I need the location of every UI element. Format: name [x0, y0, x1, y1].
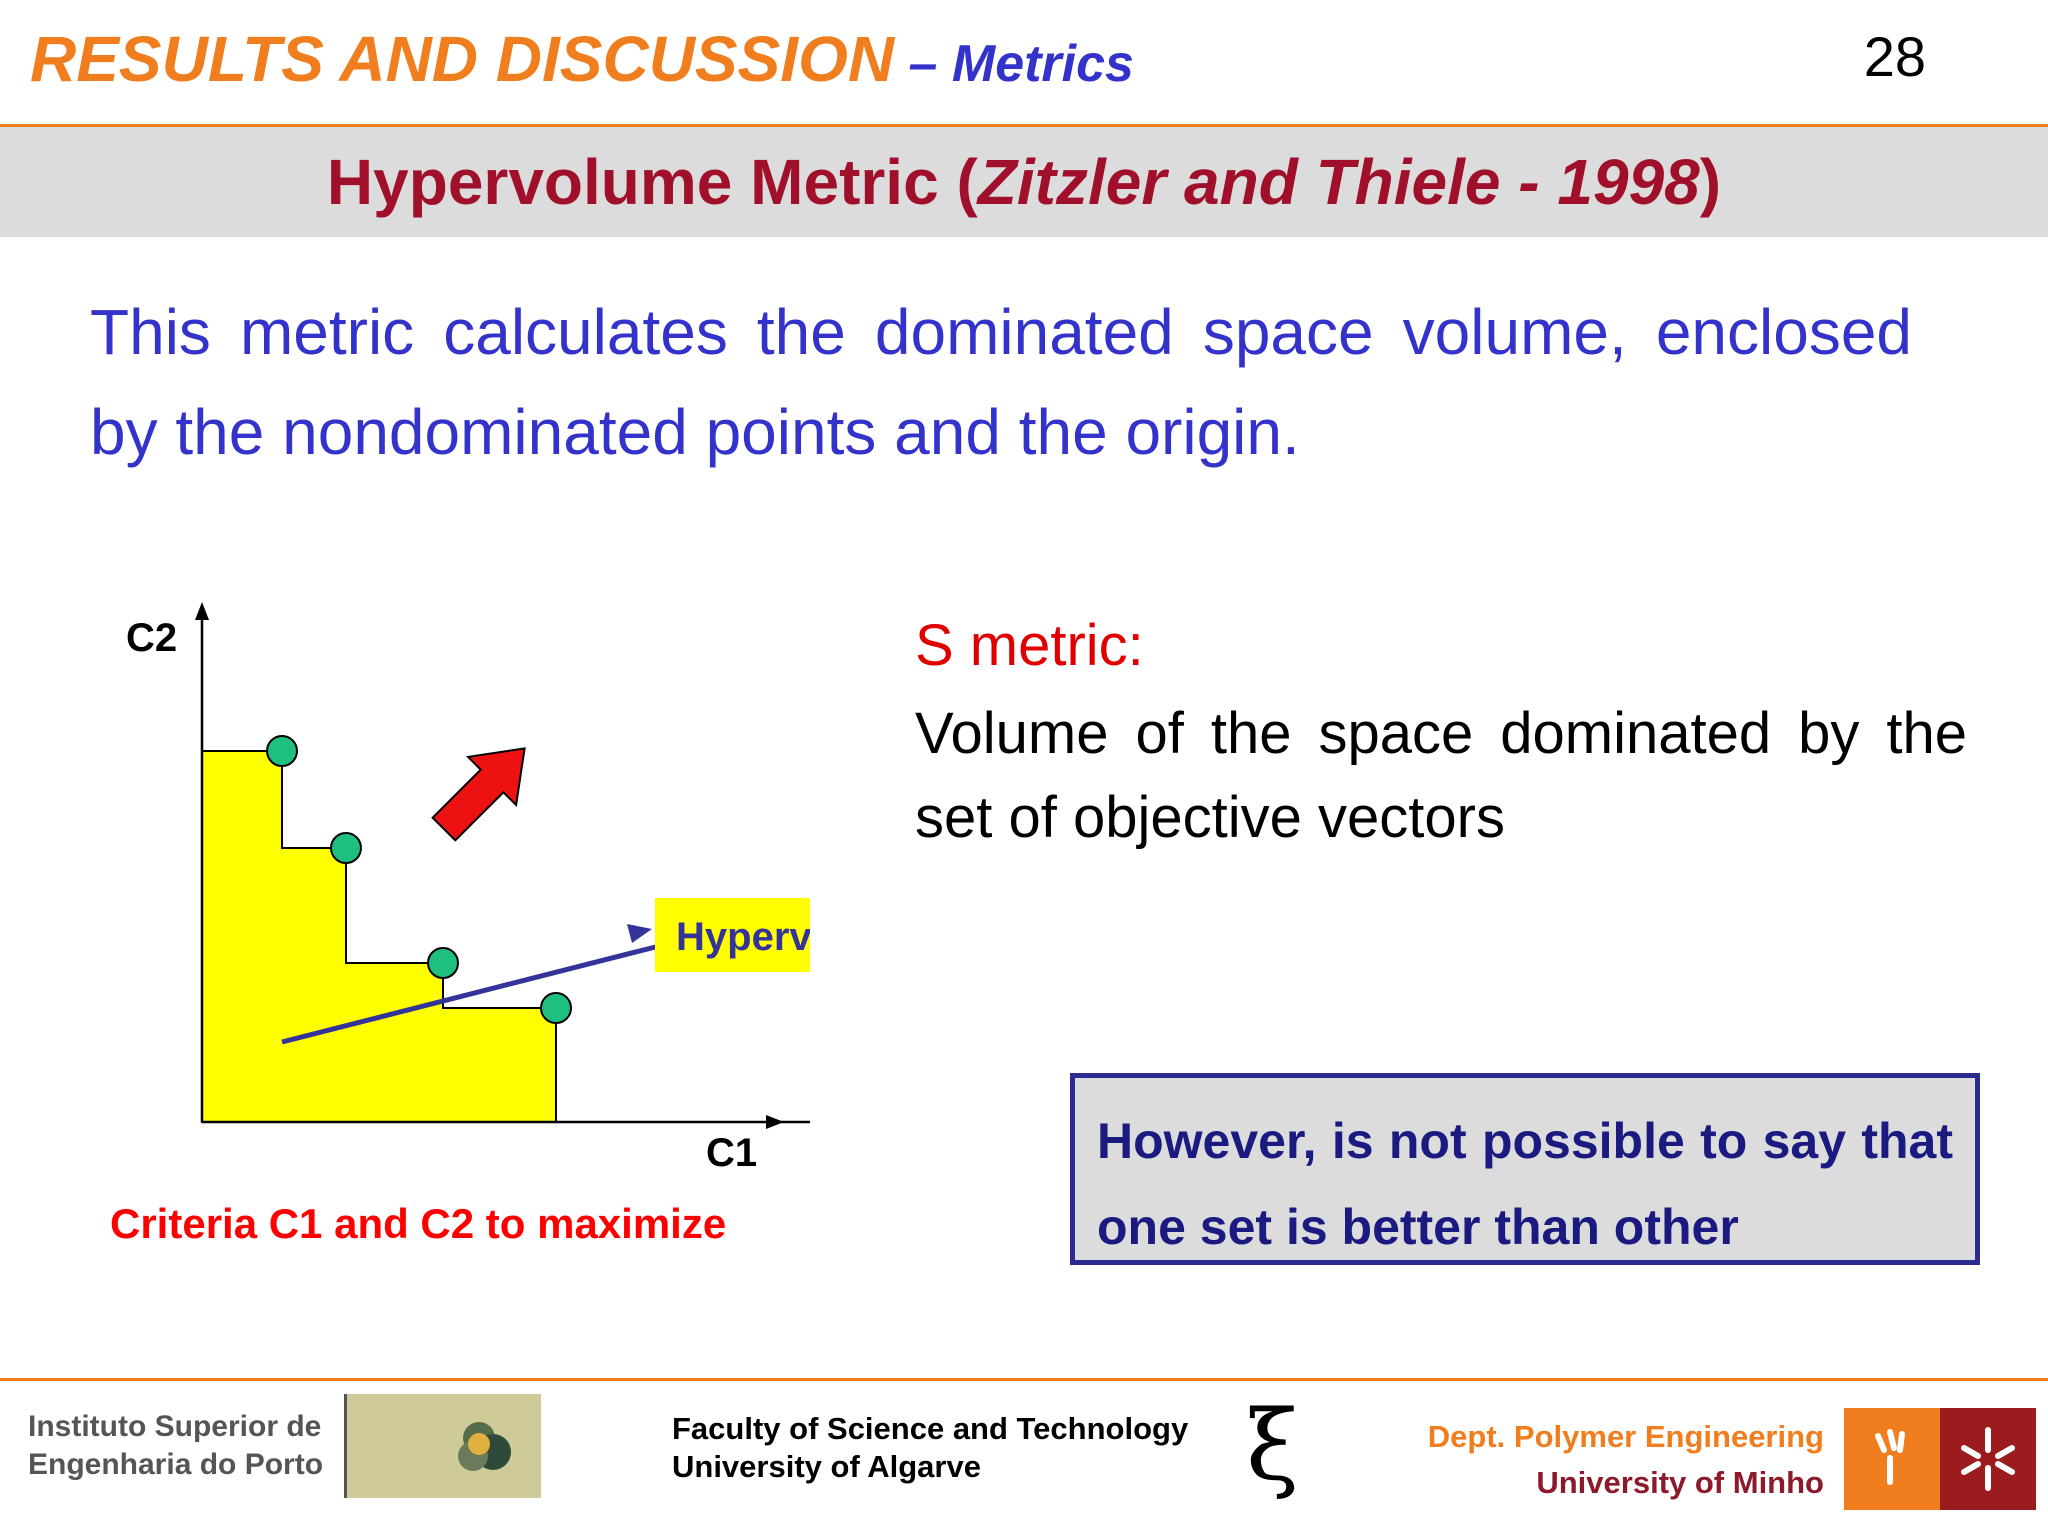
footer-divider	[0, 1378, 2048, 1381]
pareto-point	[330, 832, 362, 864]
diagram-caption: Criteria C1 and C2 to maximize	[110, 1200, 727, 1247]
title-main: RESULTS AND DISCUSSION	[30, 23, 895, 95]
y-axis-arrowhead	[195, 602, 209, 620]
pareto-point	[266, 735, 298, 767]
slide-title: RESULTS AND DISCUSSION – Metrics	[30, 22, 1134, 96]
footer-isep: Instituto Superior de Engenharia do Port…	[28, 1408, 323, 1484]
callout-label: Hypervolume	[676, 915, 810, 959]
title-sub: – Metrics	[894, 35, 1134, 93]
isep-line-2: Engenharia do Porto	[28, 1448, 324, 1481]
pareto-point	[427, 947, 459, 979]
isep-line-1: Instituto Superior de	[28, 1410, 322, 1443]
xi-logo: ξ	[1246, 1390, 1299, 1502]
fct-line-1: Faculty of Science and Technology	[672, 1411, 1189, 1446]
hypervolume-diagram: C2 C1 Hypervolume	[126, 602, 810, 1175]
callout-arrowhead	[627, 924, 652, 943]
isep-logo	[344, 1394, 541, 1498]
y-axis-label: C2	[126, 616, 177, 660]
s-metric-title: S metric:	[915, 613, 1144, 678]
section-title: Hypervolume Metric (Zitzler and Thiele -…	[0, 127, 2048, 237]
section-band	[0, 127, 2048, 237]
improvement-arrow	[431, 747, 526, 842]
callout-box	[655, 898, 810, 972]
header-divider	[0, 124, 2048, 127]
intro-text: This metric calculates the dominated spa…	[90, 296, 1912, 468]
footer-dept: Dept. Polymer Engineering University of …	[1428, 1414, 1824, 1506]
fct-line-2: University of Algarve	[672, 1449, 981, 1484]
dept-line-1: Dept. Polymer Engineering	[1427, 1419, 1824, 1454]
section-title-prefix: Hypervolume Metric (	[326, 146, 978, 218]
footer-fct: Faculty of Science and Technology Univer…	[672, 1410, 1188, 1486]
x-axis-label: C1	[706, 1131, 757, 1175]
minho-logo	[1844, 1408, 2036, 1510]
x-axis-arrowhead	[766, 1115, 784, 1129]
pareto-point	[540, 992, 572, 1024]
page-number: 28	[1863, 25, 1926, 88]
dept-line-2: University of Minho	[1536, 1465, 1824, 1500]
section-title-suffix: )	[1699, 146, 1722, 218]
section-title-citation: Zitzler and Thiele - 1998	[977, 146, 1700, 218]
dominated-area	[201, 750, 557, 1123]
s-metric-description: Volume of the space dominated by the set…	[915, 701, 1967, 850]
note-box: However, is not possible to say that one…	[1070, 1073, 1980, 1265]
callout-line	[281, 927, 723, 1045]
